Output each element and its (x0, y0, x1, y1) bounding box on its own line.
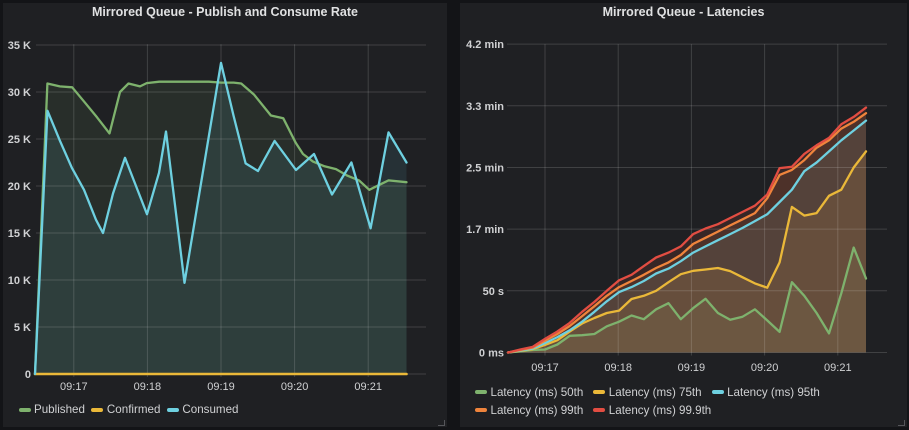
svg-text:10 K: 10 K (8, 275, 31, 287)
svg-text:09:21: 09:21 (824, 362, 852, 374)
svg-text:5 K: 5 K (14, 322, 31, 334)
svg-text:35 K: 35 K (8, 40, 31, 52)
svg-text:50 s: 50 s (483, 286, 504, 298)
svg-text:09:19: 09:19 (678, 362, 706, 374)
svg-text:25 K: 25 K (8, 134, 31, 146)
svg-text:1.7 min: 1.7 min (466, 224, 504, 236)
svg-text:09:20: 09:20 (751, 362, 779, 374)
svg-text:09:21: 09:21 (354, 381, 382, 393)
svg-text:20 K: 20 K (8, 181, 31, 193)
svg-text:30 K: 30 K (8, 87, 31, 99)
svg-text:4.2 min: 4.2 min (466, 39, 504, 51)
svg-text:0: 0 (25, 369, 31, 381)
svg-text:09:18: 09:18 (134, 381, 162, 393)
svg-text:09:19: 09:19 (207, 381, 235, 393)
svg-text:2.5 min: 2.5 min (466, 163, 504, 175)
svg-text:15 K: 15 K (8, 228, 31, 240)
svg-text:09:20: 09:20 (281, 381, 309, 393)
svg-text:09:18: 09:18 (604, 362, 632, 374)
svg-text:0 ms: 0 ms (479, 348, 504, 360)
svg-text:09:17: 09:17 (60, 381, 88, 393)
svg-text:3.3 min: 3.3 min (466, 101, 504, 113)
svg-text:09:17: 09:17 (531, 362, 559, 374)
